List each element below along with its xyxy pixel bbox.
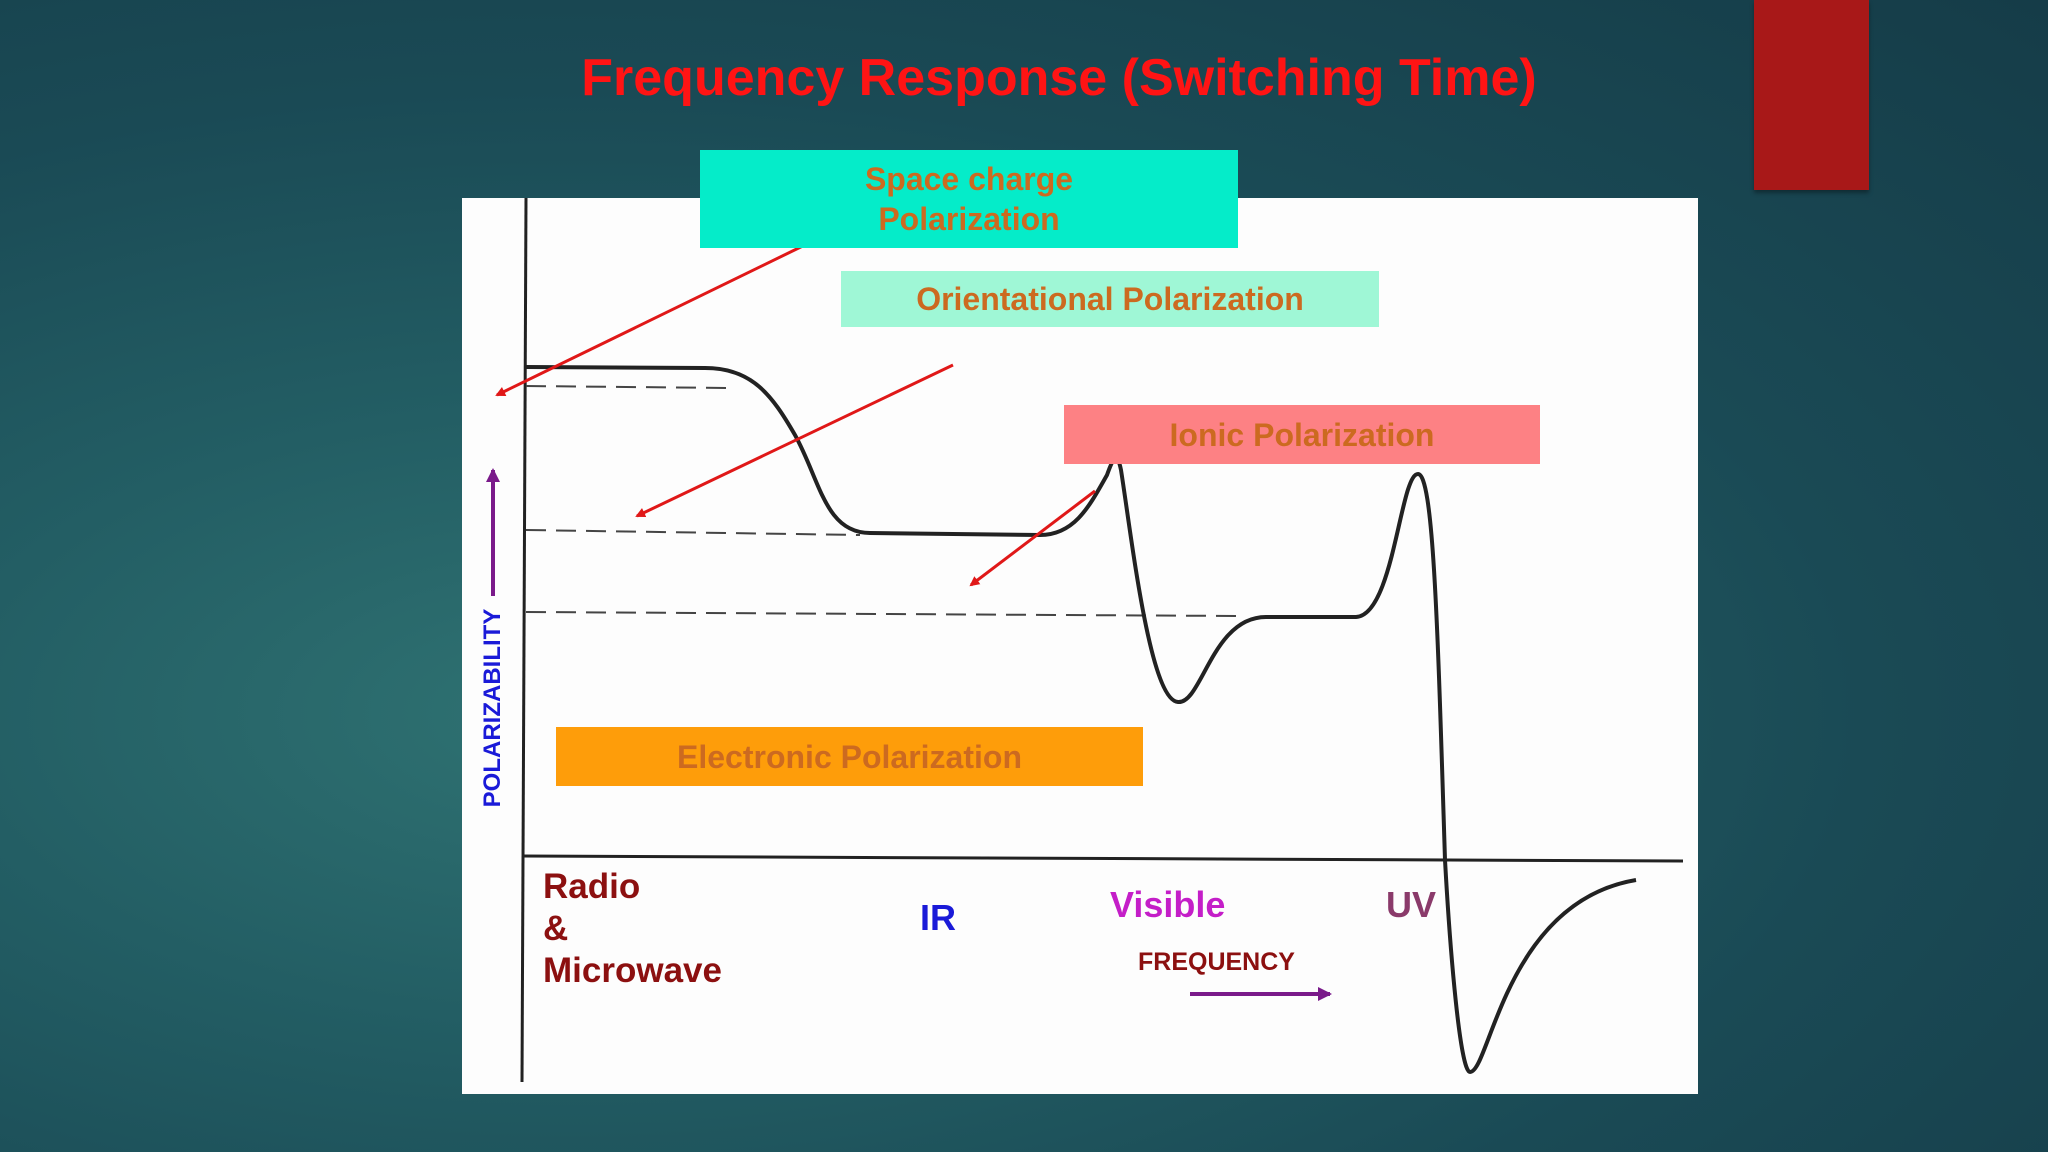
orientational-polarization-text: Orientational Polarization	[916, 281, 1304, 317]
polarizability-curve	[525, 365, 1637, 1075]
orientational-level-line	[525, 529, 861, 536]
x-axis	[521, 854, 1684, 863]
space-charge-polarization-label: Space charge Polarization	[700, 150, 1238, 248]
space-charge-level-line	[525, 385, 731, 389]
y-axis	[520, 197, 528, 1083]
y-axis-label: POLARIZABILITY	[479, 608, 506, 808]
ionic-polarization-text: Ionic Polarization	[1169, 416, 1435, 453]
orientational-pointer-arrow	[635, 363, 954, 518]
visible-band-label: Visible	[1110, 884, 1226, 925]
slide-title: Frequency Response (Switching Time)	[581, 49, 1537, 107]
ionic-polarization-label: Ionic Polarization	[1064, 405, 1540, 464]
ionic-pointer-arrow	[969, 489, 1096, 587]
diagram-panel	[462, 198, 1698, 1094]
ionic-level-line	[525, 611, 1241, 617]
uv-band-label: UV	[1386, 884, 1437, 925]
electronic-polarization-text: Electronic Polarization	[677, 738, 1022, 775]
electronic-polarization-label: Electronic Polarization	[556, 727, 1143, 786]
orientational-polarization-label: Orientational Polarization	[841, 271, 1379, 327]
accent-bar	[1754, 0, 1869, 190]
space-charge-polarization-text: Space charge Polarization	[864, 161, 1074, 237]
ir-band-label: IR	[920, 897, 956, 938]
radio-microwave-band-label: Radio & Microwave	[543, 867, 722, 990]
space-charge-pointer-arrow	[495, 240, 812, 397]
x-axis-label: FREQUENCY	[1138, 948, 1295, 976]
